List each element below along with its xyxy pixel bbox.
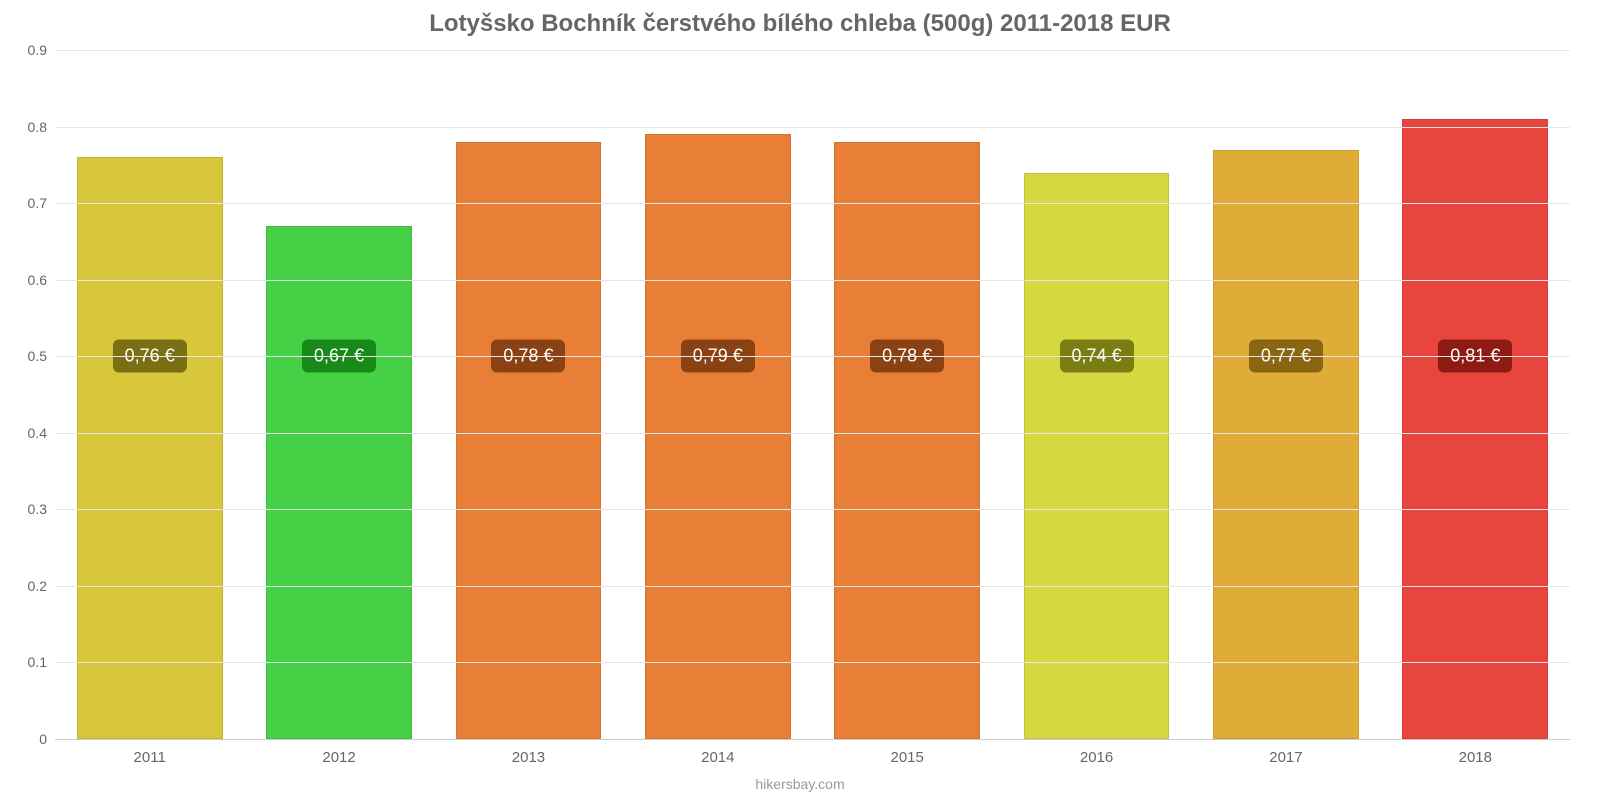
xtick-label: 2015 (891, 749, 924, 766)
xtick-label: 2011 (134, 749, 166, 766)
ytick-label: 0 (39, 731, 47, 747)
plot-area: 0,76 €20110,67 €20120,78 €20130,79 €2014… (55, 50, 1570, 740)
ytick-label: 0.5 (28, 348, 47, 364)
gridline (55, 356, 1570, 357)
bar-slot: 0,74 €2016 (1002, 50, 1191, 739)
bar (1024, 173, 1170, 740)
bar (1402, 119, 1548, 739)
ytick-label: 0.6 (28, 272, 47, 288)
bar-slot: 0,67 €2012 (244, 50, 433, 739)
bar (645, 134, 791, 739)
bar-chart: Lotyšsko Bochník čerstvého bílého chleba… (0, 0, 1600, 800)
ytick-label: 0.4 (28, 425, 47, 441)
gridline (55, 203, 1570, 204)
ytick-label: 0.7 (28, 195, 47, 211)
gridline (55, 127, 1570, 128)
bar (456, 142, 602, 739)
ytick-label: 0.8 (28, 119, 47, 135)
bar-slot: 0,78 €2013 (434, 50, 623, 739)
attribution-text: hikersbay.com (0, 776, 1600, 792)
gridline (55, 586, 1570, 587)
xtick-label: 2014 (701, 749, 734, 766)
ytick-label: 0.9 (28, 42, 47, 58)
xtick-label: 2018 (1459, 749, 1492, 766)
bar (1213, 150, 1359, 739)
bar-slot: 0,79 €2014 (623, 50, 812, 739)
bar-slot: 0,76 €2011 (55, 50, 244, 739)
bar-slot: 0,81 €2018 (1381, 50, 1570, 739)
xtick-label: 2013 (512, 749, 545, 766)
bar (834, 142, 980, 739)
ytick-label: 0.1 (28, 654, 47, 670)
xtick-label: 2016 (1080, 749, 1113, 766)
ytick-label: 0.3 (28, 501, 47, 517)
chart-title: Lotyšsko Bochník čerstvého bílého chleba… (0, 10, 1600, 38)
gridline (55, 662, 1570, 663)
xtick-label: 2012 (322, 749, 355, 766)
gridline (55, 433, 1570, 434)
xtick-label: 2017 (1269, 749, 1302, 766)
bars-container: 0,76 €20110,67 €20120,78 €20130,79 €2014… (55, 50, 1570, 739)
gridline (55, 280, 1570, 281)
gridline (55, 50, 1570, 51)
bar-slot: 0,77 €2017 (1191, 50, 1380, 739)
bar-slot: 0,78 €2015 (813, 50, 1002, 739)
bar (77, 157, 223, 739)
gridline (55, 509, 1570, 510)
ytick-label: 0.2 (28, 578, 47, 594)
